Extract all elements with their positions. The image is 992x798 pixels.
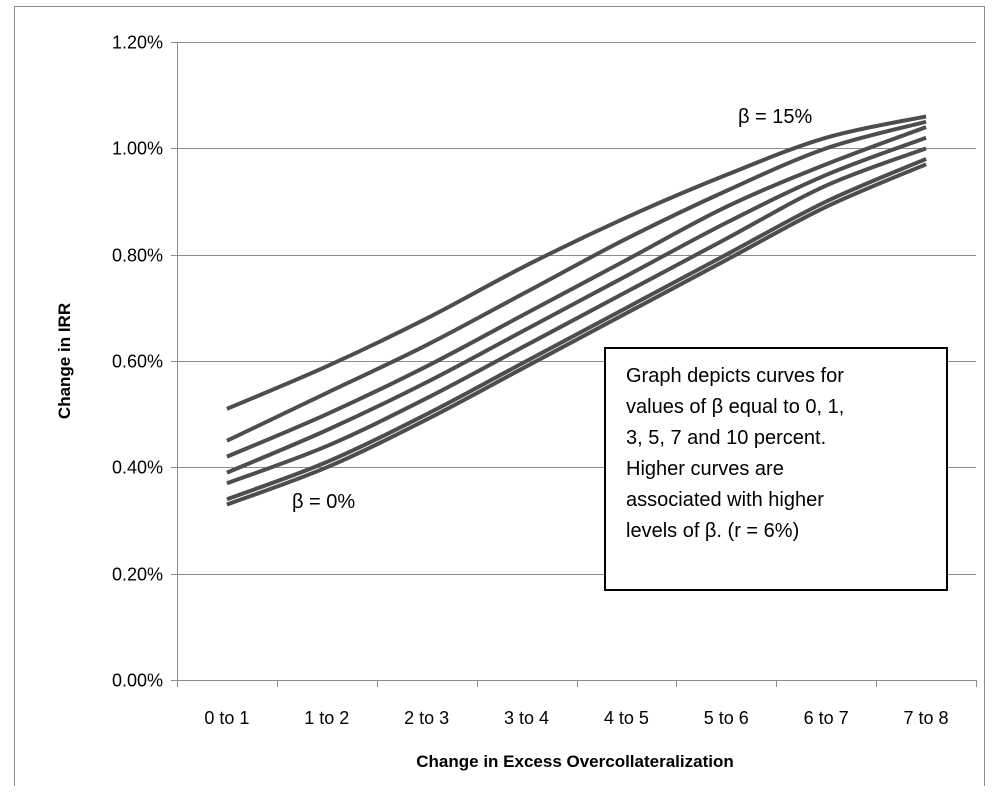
y-axis-title: Change in IRR bbox=[55, 303, 74, 419]
note-line: associated with higher bbox=[626, 485, 930, 516]
y-tick-label: 1.20% bbox=[112, 33, 163, 53]
y-tick-label: 0.60% bbox=[112, 352, 163, 372]
y-tick-label: 0.20% bbox=[112, 565, 163, 585]
annotation-beta-15: β = 15% bbox=[738, 106, 813, 128]
legend-note-box: Graph depicts curves for values of β equ… bbox=[604, 347, 948, 591]
x-tick-label: 4 to 5 bbox=[604, 708, 649, 728]
x-tick-label: 1 to 2 bbox=[304, 708, 349, 728]
x-tick-label: 0 to 1 bbox=[204, 708, 249, 728]
y-tick-label: 0.40% bbox=[112, 458, 163, 478]
y-tick-label: 0.00% bbox=[112, 671, 163, 691]
x-tick-label: 6 to 7 bbox=[804, 708, 849, 728]
y-tick-label: 0.80% bbox=[112, 246, 163, 266]
y-tick-labels: 0.00% 0.20% 0.40% 0.60% 0.80% 1.00% 1.20% bbox=[112, 33, 163, 691]
note-line: 3, 5, 7 and 10 percent. bbox=[626, 423, 930, 454]
x-tick-label: 3 to 4 bbox=[504, 708, 549, 728]
note-line: Higher curves are bbox=[626, 454, 930, 485]
note-line: values of β equal to 0, 1, bbox=[626, 392, 930, 423]
x-tick-label: 7 to 8 bbox=[904, 708, 949, 728]
x-tick-label: 2 to 3 bbox=[404, 708, 449, 728]
x-tick-label: 5 to 6 bbox=[704, 708, 749, 728]
x-tick-labels: 0 to 1 1 to 2 2 to 3 3 to 4 4 to 5 5 to 6 6 to… bbox=[204, 708, 948, 728]
note-line: levels of β. (r = 6%) bbox=[626, 516, 930, 547]
annotation-beta-0: β = 0% bbox=[292, 491, 355, 513]
y-tick-label: 1.00% bbox=[112, 139, 163, 159]
note-line: Graph depicts curves for bbox=[626, 361, 930, 392]
x-axis-title: Change in Excess Overcollateralization bbox=[416, 752, 733, 771]
